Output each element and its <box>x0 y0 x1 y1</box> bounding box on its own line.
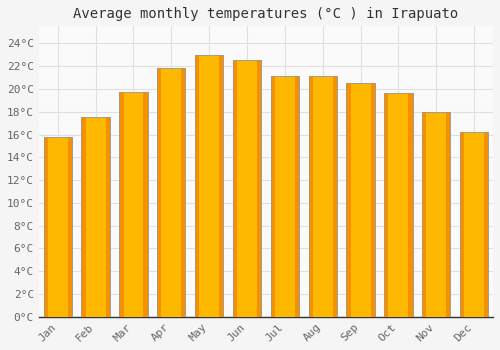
Bar <box>332 76 337 317</box>
Bar <box>68 137 72 317</box>
Bar <box>195 55 199 317</box>
Bar <box>370 83 375 317</box>
Bar <box>384 93 412 317</box>
Bar <box>460 132 488 317</box>
Bar <box>346 83 375 317</box>
Bar <box>308 76 313 317</box>
Bar <box>308 76 337 317</box>
Bar <box>181 69 186 317</box>
Bar <box>82 117 110 317</box>
Bar <box>384 93 388 317</box>
Bar <box>44 137 72 317</box>
Bar <box>460 132 488 317</box>
Title: Average monthly temperatures (°C ) in Irapuato: Average monthly temperatures (°C ) in Ir… <box>74 7 458 21</box>
Bar <box>384 93 412 317</box>
Bar <box>484 132 488 317</box>
Bar <box>270 76 299 317</box>
Bar <box>270 76 299 317</box>
Bar <box>270 76 275 317</box>
Bar <box>408 93 412 317</box>
Bar <box>82 117 86 317</box>
Bar <box>233 61 237 317</box>
Bar <box>44 137 48 317</box>
Bar <box>346 83 350 317</box>
Bar <box>119 92 124 317</box>
Bar <box>422 112 426 317</box>
Bar <box>157 69 162 317</box>
Bar <box>233 61 261 317</box>
Bar <box>295 76 299 317</box>
Bar <box>446 112 450 317</box>
Bar <box>257 61 261 317</box>
Bar <box>119 92 148 317</box>
Bar <box>82 117 110 317</box>
Bar <box>144 92 148 317</box>
Bar <box>346 83 375 317</box>
Bar <box>233 61 261 317</box>
Bar <box>44 137 72 317</box>
Bar <box>157 69 186 317</box>
Bar <box>119 92 148 317</box>
Bar <box>422 112 450 317</box>
Bar <box>308 76 337 317</box>
Bar <box>195 55 224 317</box>
Bar <box>219 55 224 317</box>
Bar <box>157 69 186 317</box>
Bar <box>460 132 464 317</box>
Bar <box>106 117 110 317</box>
Bar <box>195 55 224 317</box>
Bar <box>422 112 450 317</box>
